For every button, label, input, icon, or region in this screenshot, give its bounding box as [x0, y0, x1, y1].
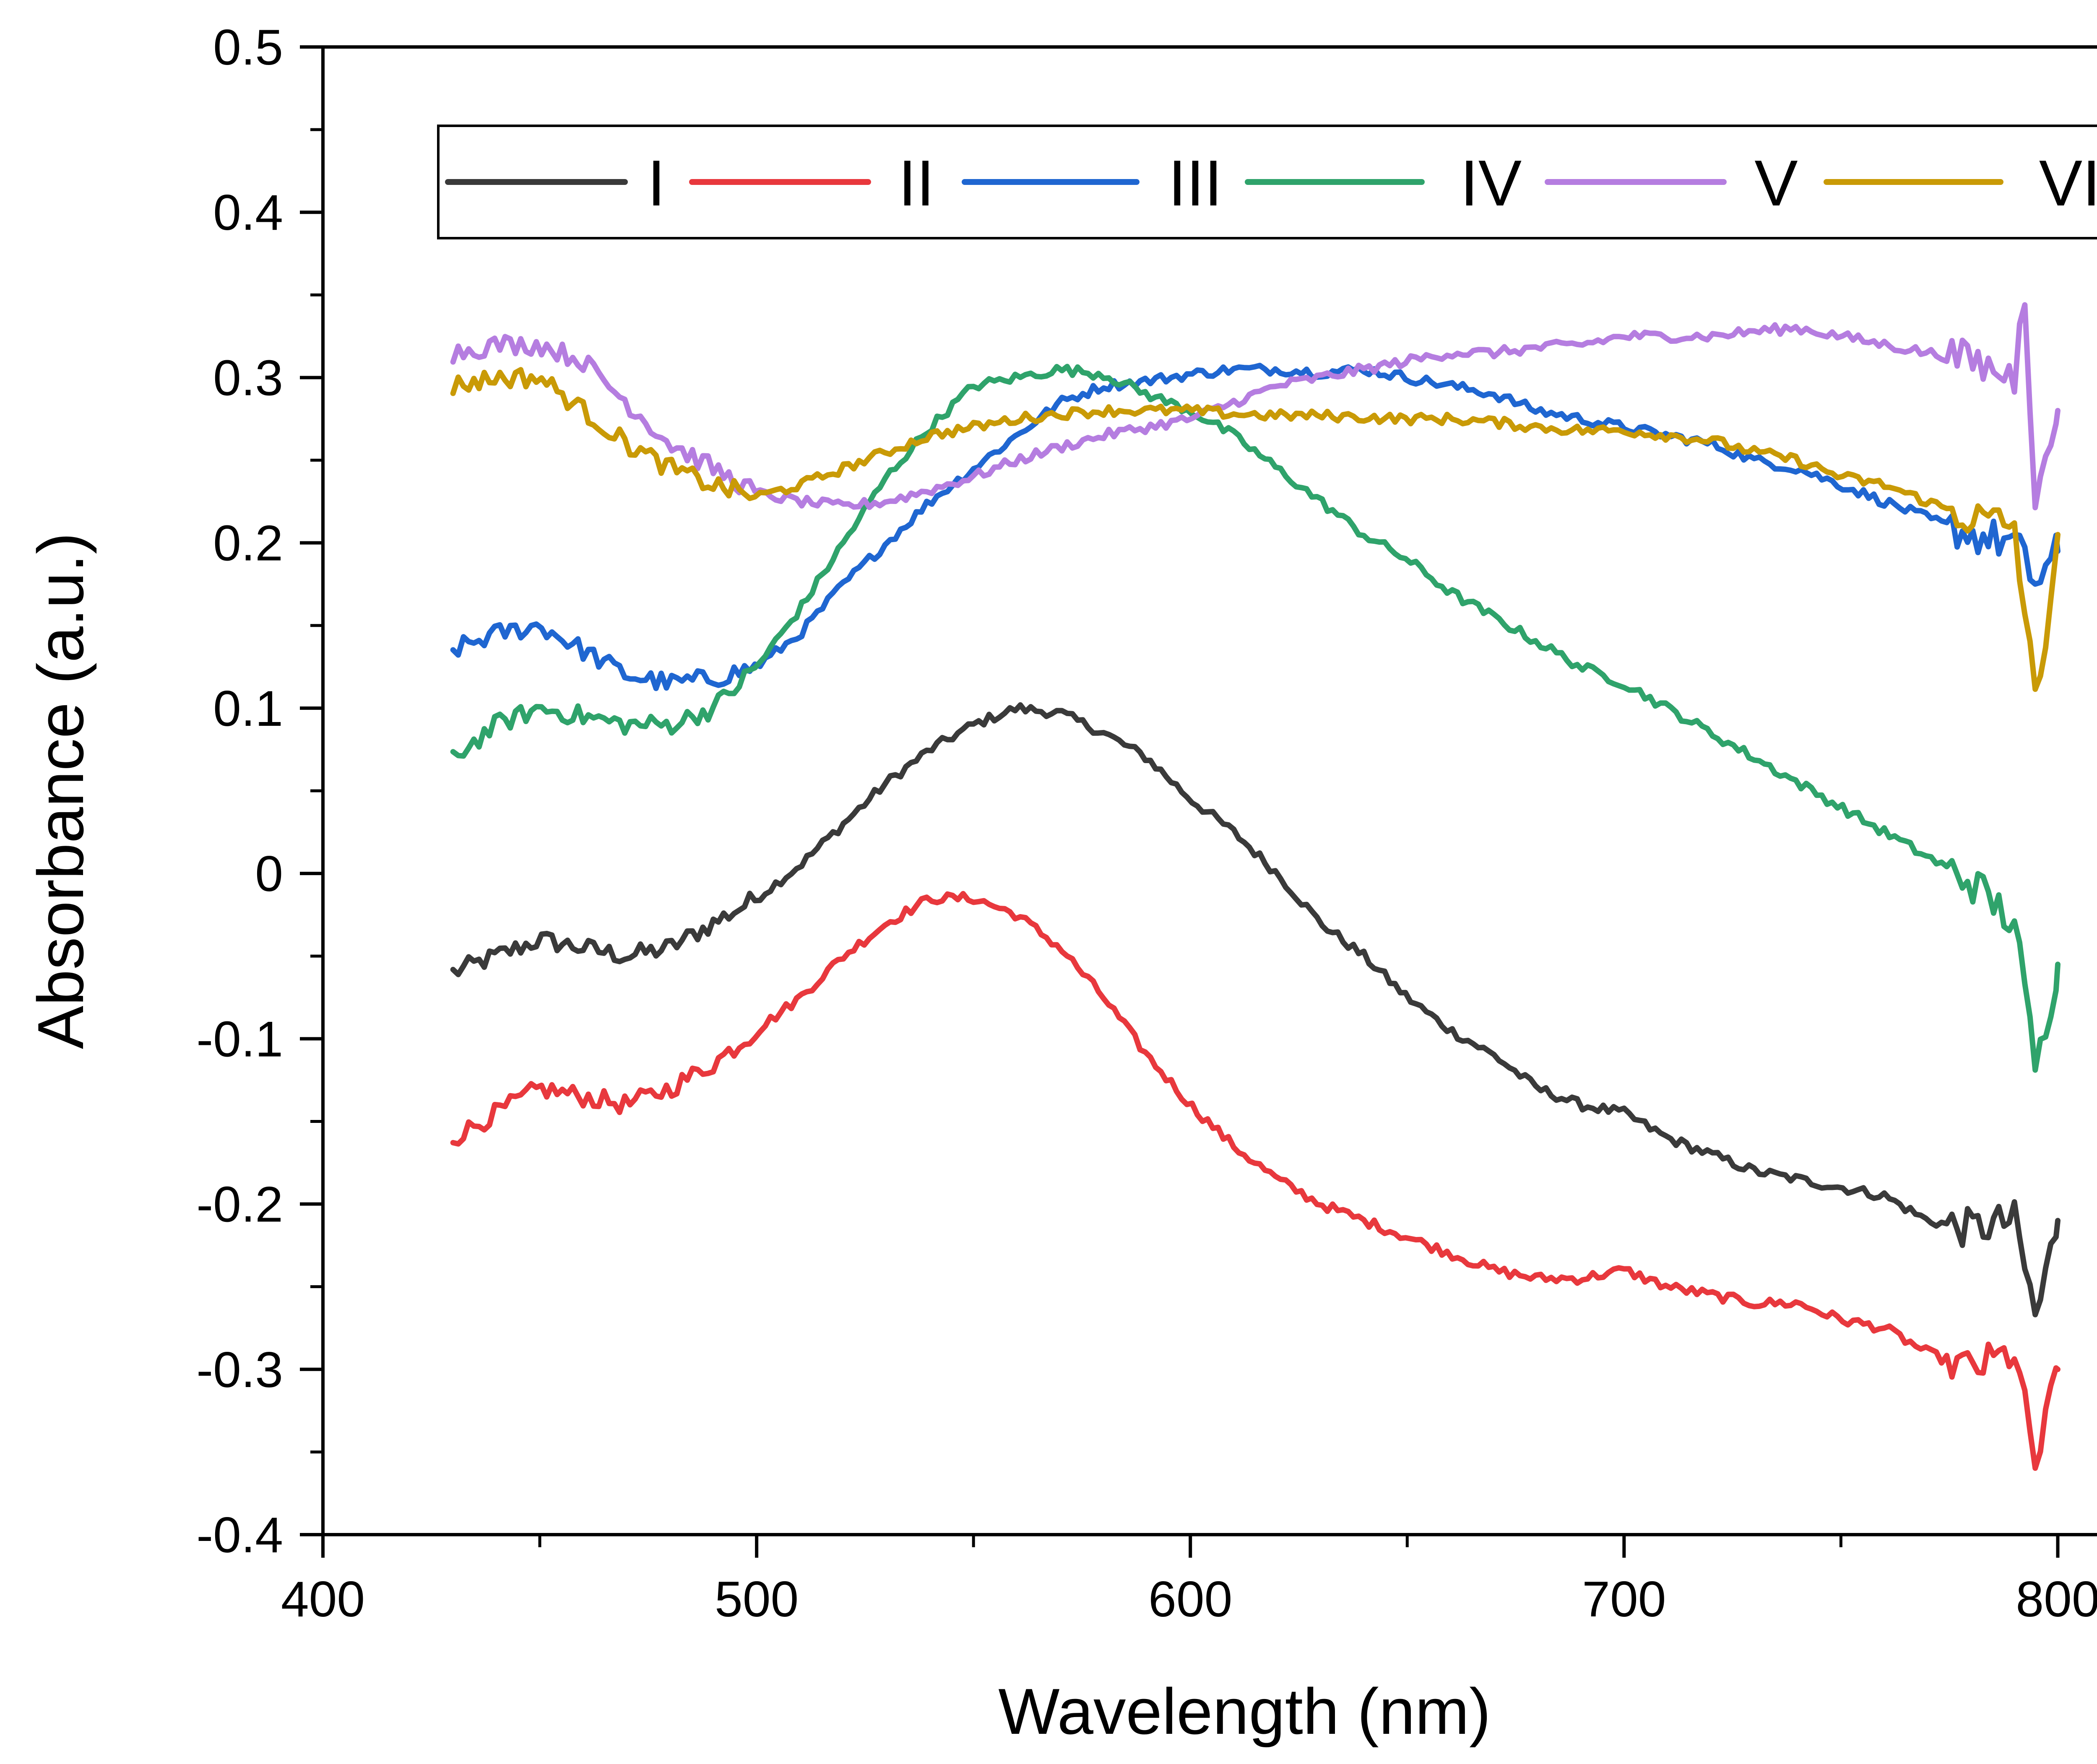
x-tick-label: 400 [281, 1571, 365, 1627]
legend-label-I: I [647, 147, 665, 219]
series-line-I [450, 702, 2061, 1317]
y-tick-label: -0.2 [196, 1177, 283, 1233]
x-axis-title: Wavelength (nm) [998, 1675, 1491, 1748]
legend-label-II: II [898, 147, 934, 219]
axes: 400 500 600 700 800 -0.4 -0.3 -0.2 -0.1 0 0.1 0.2 0.… [196, 19, 2097, 1627]
y-tick-label: 0.1 [213, 681, 283, 737]
y-tick-label: 0.2 [213, 515, 283, 572]
series-line-VI [450, 367, 2061, 692]
series-line-III [450, 363, 2061, 691]
x-tick-label: 500 [715, 1571, 799, 1627]
x-tick-label: 700 [1582, 1571, 1666, 1627]
x-tick-label: 600 [1148, 1571, 1232, 1627]
y-tick-label: -0.4 [196, 1507, 283, 1563]
series-line-IV [450, 364, 2061, 1073]
legend-label-V: V [1754, 147, 1798, 219]
y-axis-title: Absorbance (a.u.) [24, 533, 97, 1049]
series-line-V [450, 302, 2061, 511]
y-tick-label: 0.4 [213, 184, 283, 241]
y-tick-label: 0.3 [213, 350, 283, 406]
plot-area [450, 302, 2061, 1471]
series-line-II [450, 891, 2061, 1471]
y-tick-label: -0.3 [196, 1342, 283, 1398]
x-tick-label: 800 [2016, 1571, 2097, 1627]
y-tick-label: -0.1 [196, 1011, 283, 1067]
legend: I II III IV V VI [437, 125, 2097, 239]
y-tick-label: 0 [255, 846, 283, 902]
legend-label-III: III [1168, 147, 1222, 219]
legend-label-IV: IV [1460, 147, 1522, 219]
y-tick-label: 0.5 [213, 19, 283, 75]
legend-label-VI: VI [2039, 147, 2097, 219]
